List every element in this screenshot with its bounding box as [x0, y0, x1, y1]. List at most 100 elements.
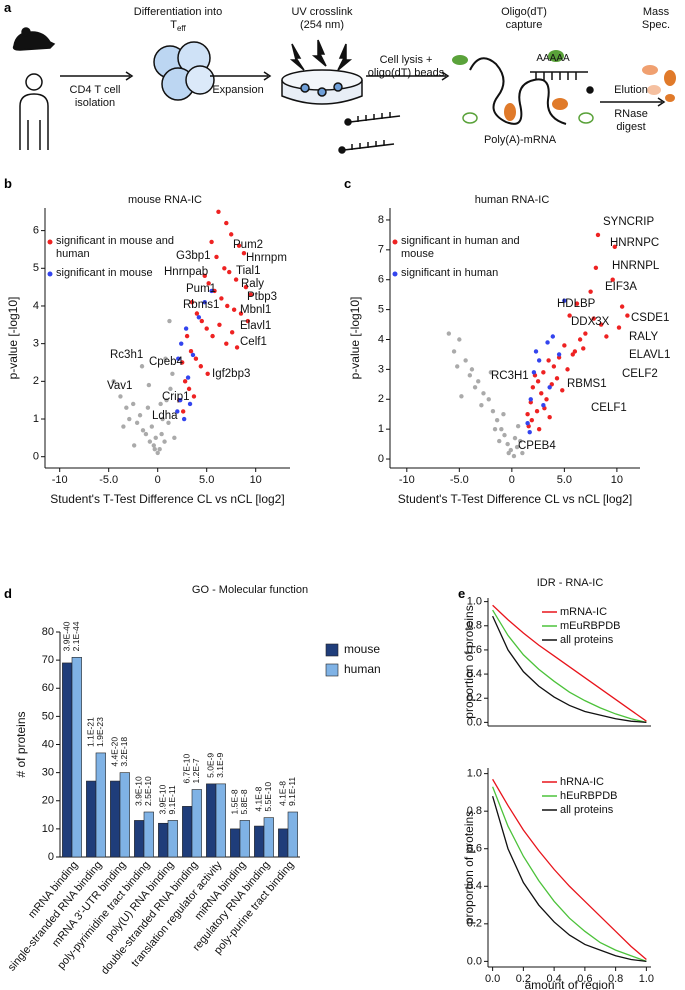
bead	[338, 146, 346, 154]
legend-label: human	[344, 662, 381, 676]
step-text: CD4 T cell isolation	[69, 84, 121, 109]
protein	[504, 103, 516, 121]
point	[146, 382, 152, 388]
point	[140, 428, 146, 433]
gene-label: Ldha	[152, 410, 178, 422]
point	[544, 397, 549, 402]
gene-label: DDX3X	[571, 316, 610, 328]
point	[158, 401, 163, 407]
point	[196, 315, 202, 320]
y-tick-label: 30	[42, 767, 54, 779]
x-tick-label: 1.0	[639, 973, 654, 985]
y-axis-label: p-value [-log10]	[348, 297, 362, 380]
gene-label: ELAVL1	[629, 349, 670, 361]
point	[455, 364, 460, 369]
gene-label: SYNCRIP	[603, 216, 654, 228]
point	[574, 301, 580, 306]
point	[127, 416, 132, 422]
peptide	[664, 70, 676, 86]
legend-label: hRNA-IC	[560, 776, 604, 788]
point	[206, 281, 211, 286]
point	[238, 311, 244, 316]
bar	[230, 828, 241, 858]
point	[153, 435, 158, 441]
x-tick-label: -5.0	[450, 474, 469, 486]
point	[604, 334, 609, 339]
y-tick-label: 1.0	[467, 596, 482, 608]
p-value-label: 1.1E-21	[85, 717, 95, 747]
point	[451, 349, 457, 354]
p-value-label: 5.5E-10	[263, 782, 273, 812]
person-body	[19, 93, 49, 150]
point	[199, 318, 204, 324]
x-tick-label: 0.8	[608, 973, 623, 985]
legend-label: mEuRBPDB	[560, 620, 621, 632]
legend-label: significant in human and mouse	[401, 235, 520, 260]
mouse-icon	[12, 31, 56, 51]
p-value-label: 4.1E-8	[277, 781, 287, 806]
arrow-head	[263, 71, 272, 81]
point	[184, 333, 190, 339]
y-tick-label: 10	[42, 823, 54, 835]
point	[535, 379, 541, 384]
bar	[215, 783, 226, 858]
point	[497, 438, 502, 444]
point	[528, 397, 533, 402]
line	[491, 795, 647, 963]
legend-label: mRNA-IC	[560, 606, 607, 618]
point	[595, 232, 601, 238]
point	[520, 450, 525, 456]
point	[554, 376, 560, 381]
protein	[462, 112, 478, 124]
y-tick-label: 0.2	[467, 692, 482, 704]
point	[143, 431, 149, 437]
point	[191, 394, 197, 399]
bead-oligo	[343, 140, 395, 151]
point	[583, 331, 588, 336]
point	[149, 424, 155, 429]
bar	[263, 817, 274, 858]
point	[121, 424, 126, 429]
legend-label: hEuRBPDB	[560, 790, 617, 802]
bar	[71, 657, 82, 858]
y-tick-label: 0.4	[467, 880, 482, 892]
point	[612, 244, 617, 250]
point	[224, 220, 229, 226]
gene-label: Ptbp3	[247, 291, 277, 303]
point	[225, 303, 230, 309]
point	[229, 232, 234, 237]
point	[233, 277, 239, 282]
p-value-label: 3.1E-9	[215, 753, 225, 778]
point	[490, 409, 496, 414]
bead	[586, 86, 594, 94]
point	[547, 414, 552, 420]
x-tick-label: 5.0	[199, 474, 214, 486]
p-value-label: 2.5E-10	[143, 776, 153, 806]
p-value-label: 6.7E-10	[181, 753, 191, 783]
legend-label: all proteins	[560, 634, 614, 646]
y-tick-label: 60	[42, 682, 54, 694]
point	[610, 277, 615, 282]
y-tick-label: 0	[378, 453, 384, 465]
y-tick-label: 0.0	[467, 716, 482, 728]
bar	[254, 825, 265, 858]
gene-label: Raly	[241, 278, 264, 290]
point	[180, 360, 185, 365]
gene-label: CELF2	[622, 368, 658, 380]
point	[570, 352, 575, 357]
protein	[578, 112, 594, 124]
x-axis-label: amount of region	[524, 978, 614, 990]
point	[481, 391, 486, 396]
point	[525, 412, 530, 417]
point	[536, 426, 542, 432]
point	[124, 405, 129, 410]
point	[185, 375, 191, 380]
y-tick-label: 0.8	[467, 620, 482, 632]
y-tick-label: 0.6	[467, 843, 482, 855]
point	[539, 391, 544, 396]
point	[457, 337, 462, 342]
y-tick-label: 8	[378, 214, 384, 226]
point	[139, 364, 145, 369]
dish-cell	[333, 82, 343, 92]
point	[137, 413, 143, 418]
